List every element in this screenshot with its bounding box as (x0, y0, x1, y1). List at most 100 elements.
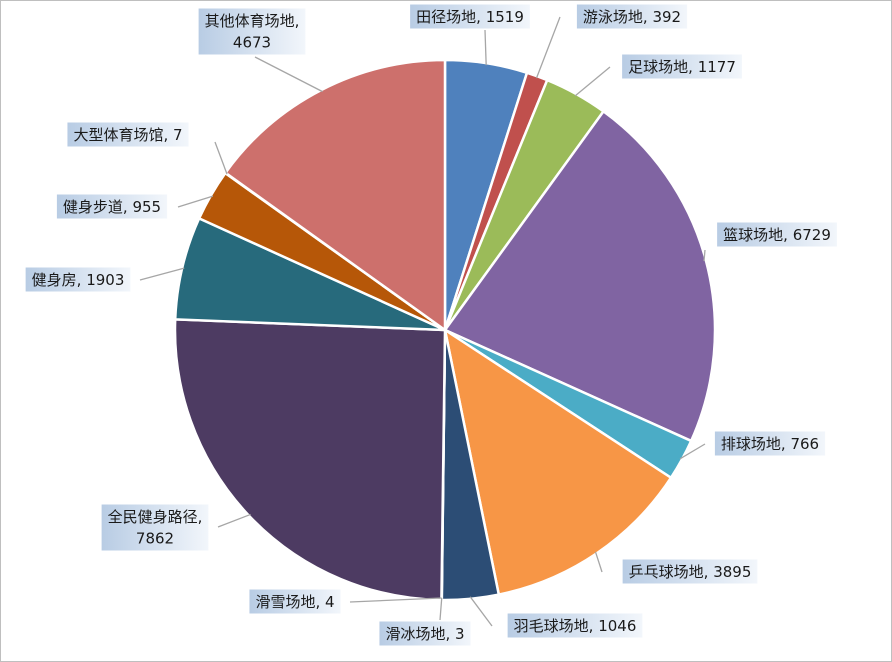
label-value: 4673 (233, 34, 271, 52)
separator: , (589, 617, 599, 635)
leader-line (214, 141, 228, 175)
leader-line (679, 443, 706, 460)
label-box (56, 194, 168, 219)
value: 1177 (698, 58, 736, 76)
data-label: 足球场地, 1177 (622, 54, 742, 79)
data-label: 全民健身路径, 7862 (101, 504, 209, 551)
value: 7 (173, 126, 183, 144)
separator: , (445, 625, 455, 643)
separator: , (198, 508, 203, 526)
value: 392 (652, 8, 681, 26)
data-label: 排球场地, 766 (714, 431, 826, 456)
leader-line (139, 267, 185, 281)
category: 大型体育场馆 (73, 126, 163, 144)
category: 足球场地 (628, 58, 688, 76)
data-label: 滑雪场地, 4 (249, 589, 341, 614)
label-box (379, 621, 471, 646)
separator: , (704, 563, 714, 581)
leader-line (535, 16, 561, 79)
separator: , (476, 8, 486, 26)
separator: , (781, 435, 791, 453)
label-box (622, 559, 758, 584)
label-text: 滑雪场地, 4 (255, 593, 334, 611)
label-box (249, 589, 341, 614)
value: 6729 (793, 226, 831, 244)
label-text: 羽毛球场地, 1046 (514, 617, 637, 635)
label-box (101, 504, 209, 551)
data-label: 田径场地, 1519 (410, 4, 530, 29)
separator: , (163, 126, 173, 144)
data-label: 篮球场地, 6729 (717, 222, 837, 247)
category: 篮球场地 (723, 226, 783, 244)
separator: , (77, 271, 87, 289)
category: 田径场地 (416, 8, 476, 26)
leader-line (574, 66, 611, 97)
label-box (410, 4, 530, 29)
separator: , (783, 226, 793, 244)
value: 955 (132, 198, 161, 216)
data-label: 游泳场地, 392 (576, 4, 688, 29)
data-label: 大型体育场馆, 7 (67, 122, 189, 147)
label-category: 其他体育场地, (205, 12, 300, 30)
category: 排球场地 (721, 435, 781, 453)
label-box (507, 613, 643, 638)
data-label: 健身房, 1903 (25, 267, 131, 292)
separator: , (123, 198, 133, 216)
leader-line (439, 597, 443, 621)
label-box (198, 8, 306, 55)
label-text: 大型体育场馆, 7 (73, 126, 182, 144)
category: 羽毛球场地 (514, 617, 589, 635)
leader-line (469, 596, 493, 627)
category: 全民健身路径 (108, 508, 198, 526)
label-box (714, 431, 826, 456)
category: 健身房 (32, 271, 77, 289)
label-box (25, 267, 131, 292)
category: 乒乓球场地 (629, 563, 704, 581)
category: 健身步道 (63, 198, 123, 216)
label-text: 健身步道, 955 (63, 198, 161, 216)
separator: , (643, 8, 653, 26)
data-label: 羽毛球场地, 1046 (507, 613, 643, 638)
data-label: 乒乓球场地, 3895 (622, 559, 758, 584)
leader-line (217, 513, 251, 528)
category: 其他体育场地 (205, 12, 295, 30)
label-value: 7862 (136, 530, 174, 548)
label-category: 全民健身路径, (108, 508, 203, 526)
label-box (717, 222, 837, 247)
value: 4 (325, 593, 335, 611)
label-text: 足球场地, 1177 (628, 58, 736, 76)
category: 滑雪场地 (255, 593, 315, 611)
label-box (622, 54, 742, 79)
label-text: 健身房, 1903 (32, 271, 125, 289)
leader-line (177, 195, 214, 208)
label-text: 游泳场地, 392 (583, 8, 681, 26)
value: 3895 (713, 563, 751, 581)
separator: , (315, 593, 325, 611)
value: 1903 (86, 271, 124, 289)
pie-slice (223, 58, 447, 333)
label-text: 排球场地, 766 (721, 435, 819, 453)
label-box (67, 122, 189, 147)
label-text: 乒乓球场地, 3895 (629, 563, 752, 581)
label-text: 田径场地, 1519 (416, 8, 524, 26)
label-text: 篮球场地, 6729 (723, 226, 831, 244)
category: 滑冰场地 (385, 625, 445, 643)
leader-line (703, 249, 706, 262)
label-box (576, 4, 688, 29)
leader-line (594, 551, 603, 573)
value: 3 (455, 625, 465, 643)
leader-line (484, 29, 487, 66)
category: 游泳场地 (583, 8, 643, 26)
leader-line (254, 56, 323, 93)
data-label: 滑冰场地, 3 (379, 621, 471, 646)
pie-slice (173, 318, 447, 602)
data-label: 其他体育场地, 4673 (198, 8, 306, 55)
separator: , (295, 12, 300, 30)
value: 766 (790, 435, 819, 453)
pie (173, 58, 717, 602)
label-text: 滑冰场地, 3 (385, 625, 464, 643)
separator: , (688, 58, 698, 76)
leader-line (349, 597, 442, 603)
value: 1046 (598, 617, 636, 635)
